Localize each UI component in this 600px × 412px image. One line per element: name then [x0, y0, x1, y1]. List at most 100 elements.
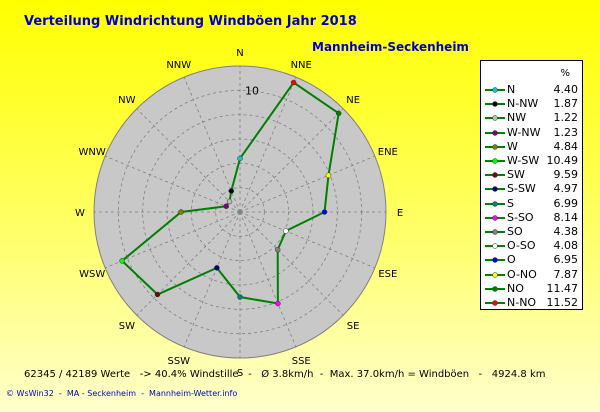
legend-value: 4.40: [553, 83, 579, 96]
legend-value: 4.08: [553, 239, 579, 253]
legend-swatch: [485, 243, 505, 249]
legend-value: 6.95: [553, 253, 579, 267]
grid-spoke: [239, 211, 344, 316]
direction-label: S: [237, 368, 243, 379]
legend-marker: [492, 129, 498, 136]
legend-swatch: [485, 87, 505, 93]
legend-item: S-SO 8.14: [481, 211, 584, 225]
legend-label: O: [507, 253, 516, 267]
legend-marker: [492, 101, 498, 107]
direction-label: E: [397, 208, 403, 219]
direction-label: SSE: [292, 356, 311, 367]
legend-label: W-NW: [507, 125, 541, 139]
chart-subtitle: Mannheim-Seckenheim: [312, 40, 469, 54]
direction-label: SSW: [167, 356, 190, 367]
legend-item: O 6.95: [481, 253, 584, 267]
data-point: [325, 172, 332, 179]
legend-value: 10.49: [546, 154, 579, 167]
legend-value: 7.87: [553, 267, 579, 281]
legend-item: SW 9.59: [481, 168, 584, 182]
direction-label: NNW: [166, 60, 191, 71]
data-point: [321, 209, 328, 215]
legend-label: NO: [507, 281, 524, 295]
data-point: [223, 203, 229, 210]
direction-label: W: [75, 208, 85, 219]
direction-label: WSW: [79, 269, 105, 280]
data-point: [226, 198, 233, 205]
legend-value: 4.38: [553, 225, 579, 238]
data-point: [335, 110, 342, 117]
data-point: [119, 258, 125, 264]
legend-label: N-NW: [507, 97, 539, 111]
legend-label: W: [507, 139, 518, 153]
legend-value: 11.52: [546, 296, 579, 309]
legend-item: S 6.99: [481, 197, 584, 211]
data-point: [178, 209, 184, 215]
legend-item: W-SW 10.49: [481, 154, 584, 168]
direction-label: SW: [119, 321, 135, 332]
grid-spoke: [239, 108, 344, 213]
grid-spoke: [136, 211, 241, 316]
data-point: [274, 246, 281, 253]
legend-swatch: [485, 129, 505, 136]
legend-item: O-SO 4.08: [481, 239, 584, 253]
legend-label: S-SO: [507, 210, 534, 224]
legend-value: 1.23: [553, 125, 579, 139]
data-point: [283, 228, 289, 234]
legend-label: SO: [507, 225, 523, 238]
grid-spoke: [183, 211, 241, 348]
direction-label: ENE: [378, 147, 398, 158]
data-point: [228, 188, 235, 194]
legend-swatch: [485, 215, 505, 221]
legend-swatch: [485, 257, 505, 264]
radial-tick-label: 10: [245, 84, 259, 97]
legend-value: 1.22: [553, 111, 579, 125]
legend-label: NW: [507, 111, 527, 125]
legend-swatch: [485, 115, 505, 122]
legend-swatch: [485, 229, 505, 235]
chart-title: Verteilung Windrichtung Windböen Jahr 20…: [24, 14, 357, 29]
direction-label: WNW: [79, 147, 106, 158]
legend-swatch: [485, 101, 505, 107]
legend-item: N-NO 11.52: [481, 296, 584, 310]
legend-swatch: [485, 286, 505, 292]
footer-credits: © WsWin32 - MA - Seckenheim - Mannheim-W…: [6, 389, 238, 398]
legend-marker: [492, 229, 498, 235]
legend-value: 4.97: [553, 182, 579, 196]
legend-marker: [492, 300, 498, 306]
legend-marker: [492, 87, 498, 93]
legend-item: W-NW 1.23: [481, 126, 584, 140]
data-point: [290, 79, 297, 86]
data-point: [275, 300, 281, 307]
legend-swatch: [485, 300, 505, 306]
legend-marker: [492, 286, 498, 292]
legend-marker: [492, 271, 498, 278]
legend-value: 8.14: [553, 210, 579, 224]
grid-spoke: [104, 155, 241, 213]
legend-label: S: [507, 196, 514, 210]
legend-marker: [492, 200, 498, 207]
legend-marker: [492, 172, 498, 178]
legend-item: N-NW 1.87: [481, 97, 584, 111]
legend-value: 11.47: [546, 281, 579, 295]
legend-marker: [492, 186, 498, 193]
legend-label: O-NO: [507, 267, 537, 281]
legend-swatch: [485, 144, 505, 150]
legend-marker: [492, 243, 498, 249]
legend-label: N-NO: [507, 296, 537, 309]
legend-swatch: [485, 200, 505, 207]
direction-label: NNE: [291, 60, 312, 71]
legend-item: O-NO 7.87: [481, 268, 584, 282]
direction-label: N: [236, 48, 243, 59]
data-point: [214, 265, 220, 271]
legend-swatch: [485, 271, 505, 278]
legend-swatch: [485, 158, 505, 164]
legend-item: NO 11.47: [481, 282, 584, 296]
grid-spoke: [136, 108, 241, 213]
direction-label: ESE: [378, 269, 397, 280]
legend: % N 4.40 N-NW 1.87 NW 1.22 W-NW 1.23 W 4.84 W-SW 10…: [480, 60, 583, 310]
legend-label: W-SW: [507, 154, 540, 167]
legend-unit: %: [560, 68, 570, 79]
direction-label: NW: [118, 95, 135, 106]
legend-marker: [492, 215, 498, 221]
